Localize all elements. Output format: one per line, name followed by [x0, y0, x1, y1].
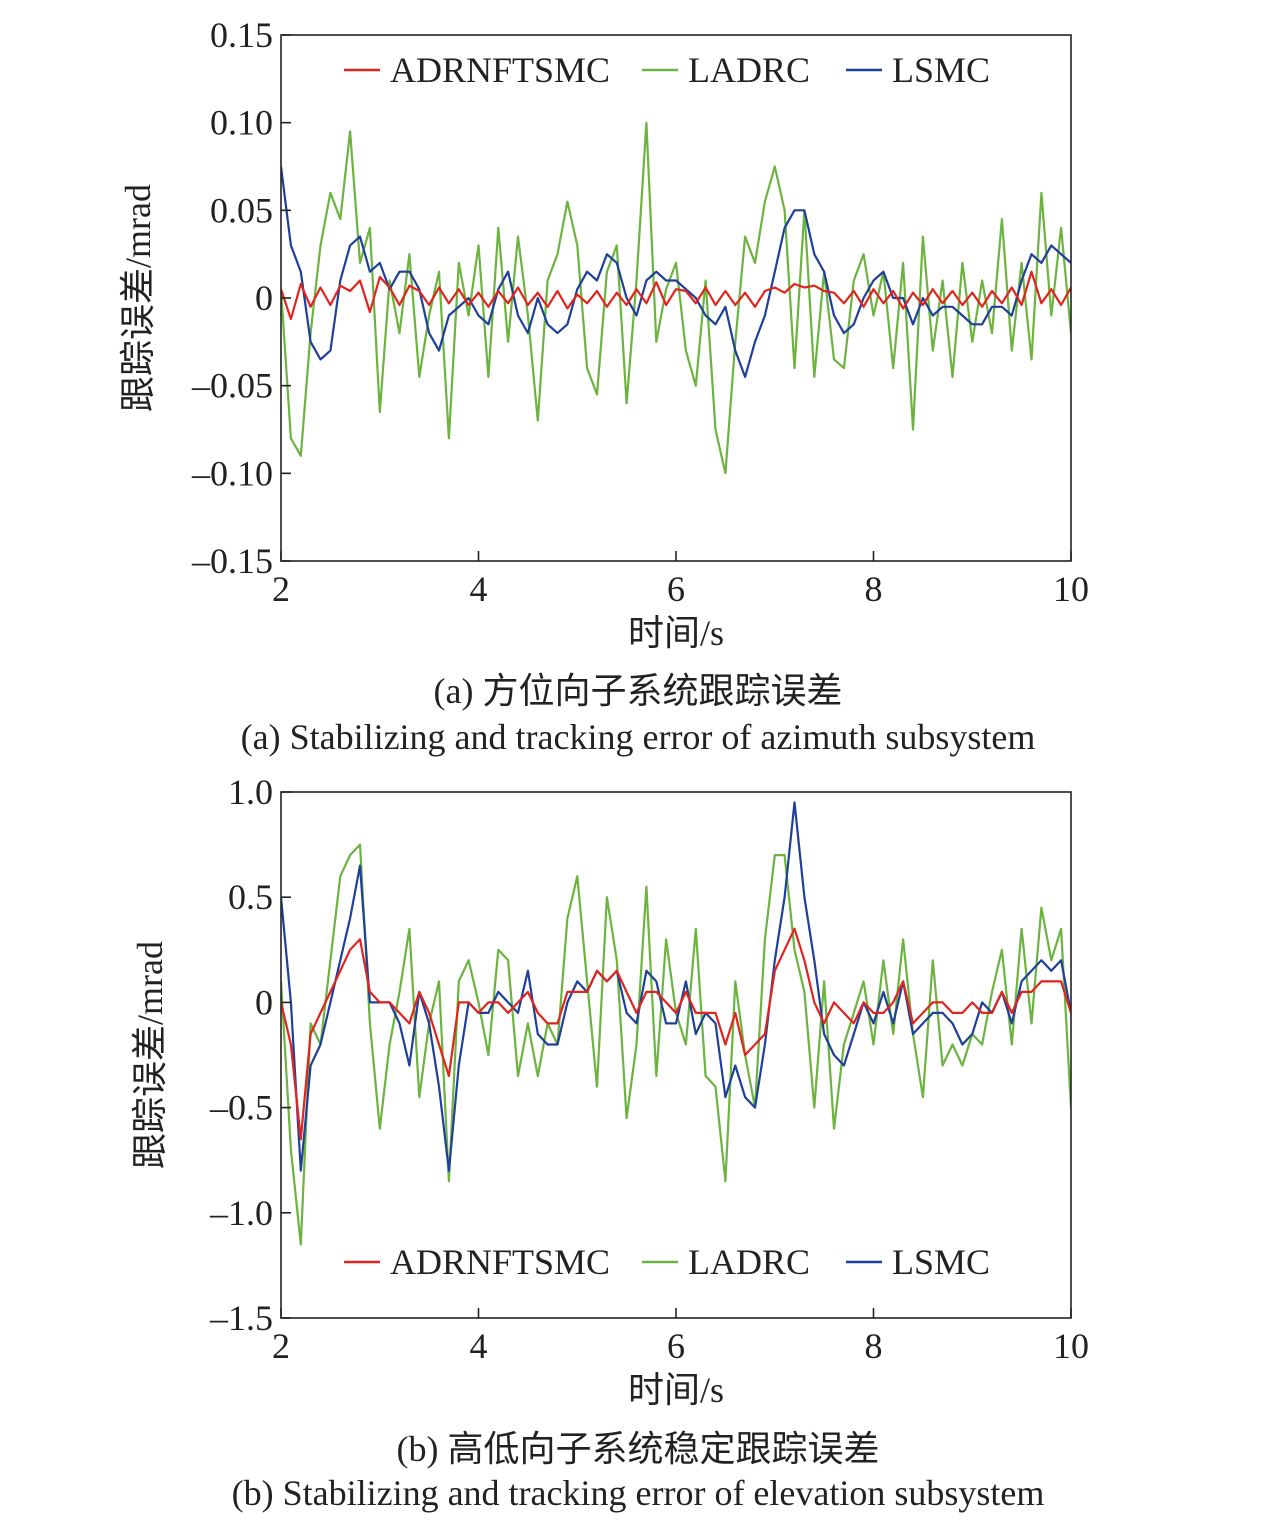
chart-b-ytick-label: 0.5: [228, 877, 273, 917]
chart-a-legend-label-lsmc: LSMC: [892, 50, 990, 90]
chart-b-legend-label-adrnftsmc: ADRNFTSMC: [390, 1242, 610, 1282]
chart-b-axes-frame: [280, 791, 1072, 1319]
chart-b-series-ladrc: [281, 843, 1071, 1246]
caption-elevation-en: (b) Stabilizing and tracking error of el…: [231, 1473, 1045, 1513]
chart-a-ytick-label: 0.05: [210, 190, 273, 230]
chart-b-xtick-label: 10: [1053, 1326, 1089, 1366]
caption-azimuth-en: (a) Stabilizing and tracking error of az…: [240, 717, 1036, 757]
chart-b-xtick-label: 4: [470, 1326, 488, 1366]
chart-a-ytick-label: –0.10: [191, 453, 273, 493]
chart-b-series-lsmc: [281, 801, 1071, 1172]
chart-a-xtick-label: 6: [667, 569, 685, 609]
chart-b-xtick-label: 6: [667, 1326, 685, 1366]
chart-a-ytick-label: –0.05: [191, 366, 273, 406]
chart-b-ytick-label: 0: [255, 982, 273, 1022]
chart-a-xtick-label: 10: [1053, 569, 1089, 609]
chart-b-ylabel: 跟踪误差/mrad: [130, 941, 170, 1169]
chart-a-series-group: [281, 121, 1071, 475]
chart-b-ytick-label: –1.5: [209, 1298, 273, 1338]
chart-b-ytick-label: –1.0: [209, 1193, 273, 1233]
caption-elevation-cn: (b) 高低向子系统稳定跟踪误差: [396, 1429, 880, 1469]
azimuth-error-plot: 2 4 6 8 10 –0.15 –0.10 –0.05 0 0.05 0.10 0.15 时间/s 跟踪…: [118, 15, 1089, 653]
chart-a-ytick-label: 0.10: [210, 103, 273, 143]
chart-a-ytick-label: 0.15: [210, 15, 273, 55]
caption-azimuth-cn: (a) 方位向子系统跟踪误差: [433, 671, 843, 711]
chart-b-series-adrnftsmc: [281, 927, 1071, 1141]
chart-b-ytick-label: 1.0: [228, 772, 273, 812]
chart-b-xlabel: 时间/s: [628, 1370, 724, 1410]
chart-a-series-ladrc: [281, 121, 1071, 475]
chart-b-legend-label-lsmc: LSMC: [892, 1242, 990, 1282]
chart-a-legend-label-ladrc: LADRC: [688, 50, 810, 90]
chart-a-xlabel: 时间/s: [628, 613, 724, 653]
chart-a-ytick-label: –0.15: [191, 541, 273, 581]
chart-a-ytick-label: 0: [255, 278, 273, 318]
chart-panel-elevation: 2 4 6 8 10 –1.5 –1.0 –0.5 0 0.5 1.0 时间/s 跟踪误差/mrad AD…: [0, 760, 1276, 1524]
chart-a-ylabel: 跟踪误差/mrad: [118, 184, 158, 412]
chart-b-ytick-label: –0.5: [209, 1088, 273, 1128]
chart-a-xtick-label: 8: [865, 569, 883, 609]
chart-a-xtick-label: 2: [272, 569, 290, 609]
chart-a-series-adrnftsmc: [281, 270, 1071, 321]
chart-a-series-lsmc: [281, 166, 1071, 378]
chart-b-series-group: [281, 801, 1071, 1246]
chart-a-xtick-label: 4: [470, 569, 488, 609]
chart-a-legend-label-adrnftsmc: ADRNFTSMC: [390, 50, 610, 90]
chart-b-xtick-label: 8: [865, 1326, 883, 1366]
elevation-error-plot: 2 4 6 8 10 –1.5 –1.0 –0.5 0 0.5 1.0 时间/s 跟踪误差/mrad AD…: [130, 772, 1089, 1410]
chart-a-axes-frame: [280, 34, 1072, 562]
chart-b-legend-label-ladrc: LADRC: [688, 1242, 810, 1282]
chart-panel-azimuth: 2 4 6 8 10 –0.15 –0.10 –0.05 0 0.05 0.10 0.15 时间/s 跟踪…: [0, 0, 1276, 760]
chart-b-xtick-label: 2: [272, 1326, 290, 1366]
